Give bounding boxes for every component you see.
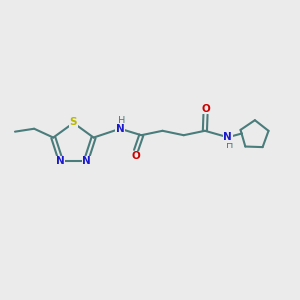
Text: S: S	[70, 117, 77, 127]
Text: N: N	[224, 132, 232, 142]
Text: H: H	[226, 140, 233, 150]
Text: N: N	[56, 156, 65, 166]
Text: N: N	[82, 156, 91, 166]
Text: N: N	[116, 124, 124, 134]
Text: H: H	[118, 116, 125, 126]
Text: O: O	[132, 152, 140, 161]
Text: O: O	[201, 104, 210, 114]
